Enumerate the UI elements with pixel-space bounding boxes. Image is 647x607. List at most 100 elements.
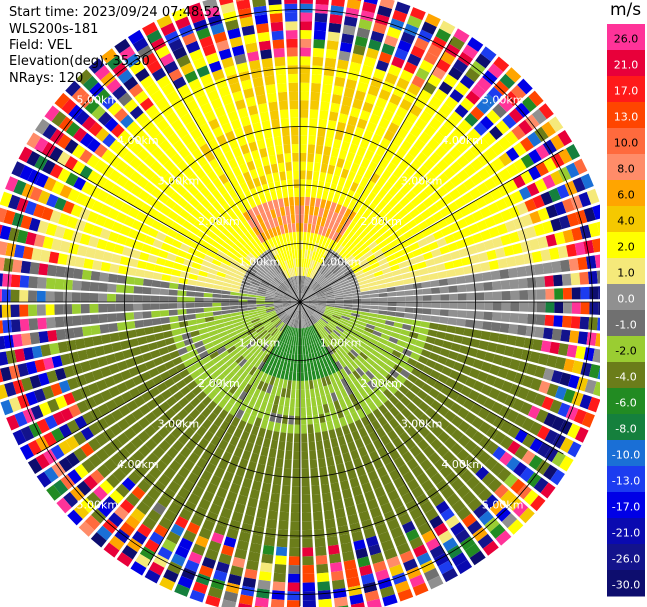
range-gate [483, 397, 496, 410]
range-gate [155, 257, 167, 266]
range-gate [408, 264, 419, 272]
range-gate [312, 313, 320, 321]
range-gate [360, 220, 370, 230]
range-gate [535, 276, 546, 288]
range-gate [494, 484, 509, 499]
range-gate [268, 366, 275, 376]
range-gate [351, 135, 362, 146]
range-gate [362, 383, 372, 394]
range-gate [265, 296, 274, 300]
range-gate [345, 505, 357, 517]
range-gate [532, 339, 543, 351]
range-gate [39, 249, 51, 263]
range-gate [42, 123, 57, 140]
range-gate [512, 501, 529, 518]
range-gate [361, 246, 371, 255]
range-gate [469, 460, 483, 475]
range-gate [535, 409, 549, 424]
range-gate [172, 76, 187, 90]
range-gate [339, 260, 348, 269]
range-gate [386, 26, 402, 39]
range-gate [347, 441, 357, 452]
range-gate [407, 478, 420, 491]
range-gate [109, 332, 120, 343]
range-gate [125, 492, 140, 507]
range-gate [178, 320, 189, 328]
range-gate [589, 286, 599, 300]
range-gate [3, 209, 16, 225]
range-gate [295, 223, 300, 232]
range-gate [333, 311, 343, 316]
range-gate [212, 355, 222, 364]
range-gate [58, 116, 74, 132]
range-gate [186, 285, 196, 291]
range-gate [325, 48, 338, 59]
range-gate [88, 236, 100, 248]
range-gate [241, 246, 250, 256]
range-gate [324, 310, 334, 315]
range-gate [378, 240, 388, 249]
range-gate [176, 54, 191, 68]
range-gate [30, 405, 44, 420]
range-gate [285, 21, 298, 31]
range-gate [588, 222, 600, 238]
range-gate [545, 233, 557, 247]
range-gate [234, 548, 248, 560]
range-gate [519, 401, 533, 416]
range-gate [196, 425, 208, 437]
range-gate [236, 174, 246, 185]
range-gate [254, 324, 264, 331]
range-gate [73, 176, 87, 191]
range-gate [287, 353, 292, 363]
range-gate [117, 447, 131, 461]
range-gate [334, 305, 344, 309]
range-gate [434, 198, 447, 210]
range-gate [224, 413, 235, 424]
range-gate [214, 280, 224, 286]
range-gate [219, 262, 230, 270]
range-gate [190, 241, 201, 251]
range-gate [554, 302, 564, 314]
range-gate [259, 341, 267, 350]
range-gate [161, 323, 172, 332]
range-gate [248, 141, 258, 152]
range-gate [177, 84, 191, 97]
range-gate [168, 38, 184, 52]
range-gate [489, 125, 504, 140]
range-gate [54, 304, 64, 315]
range-gate [304, 276, 308, 286]
range-gate [234, 99, 246, 111]
range-gate [551, 260, 562, 274]
range-gate [554, 386, 568, 401]
range-gate [350, 315, 360, 321]
range-gate [268, 394, 276, 404]
range-gate [261, 241, 269, 251]
range-gate [352, 213, 362, 224]
range-gate [67, 377, 79, 391]
range-gate [135, 268, 146, 278]
range-gate [316, 305, 326, 309]
range-gate [366, 320, 377, 326]
range-gate [331, 147, 340, 158]
range-gate [108, 169, 122, 183]
range-gate [341, 96, 353, 107]
range-gate [298, 275, 300, 285]
range-gate [476, 219, 488, 232]
range-gate [545, 204, 558, 219]
range-gate [159, 224, 171, 235]
range-gate [514, 445, 529, 460]
range-gate [348, 372, 357, 383]
range-gate [237, 267, 247, 275]
range-gate [62, 200, 75, 214]
range-gate [93, 159, 108, 173]
range-gate [305, 308, 313, 315]
range-gate [173, 390, 185, 402]
range-gate [300, 293, 303, 302]
range-gate [310, 269, 316, 279]
range-gate [274, 340, 281, 349]
range-gate [583, 347, 595, 362]
range-gate [542, 262, 553, 275]
range-gate [127, 471, 142, 485]
range-gate [282, 334, 288, 343]
range-gate [303, 309, 308, 318]
